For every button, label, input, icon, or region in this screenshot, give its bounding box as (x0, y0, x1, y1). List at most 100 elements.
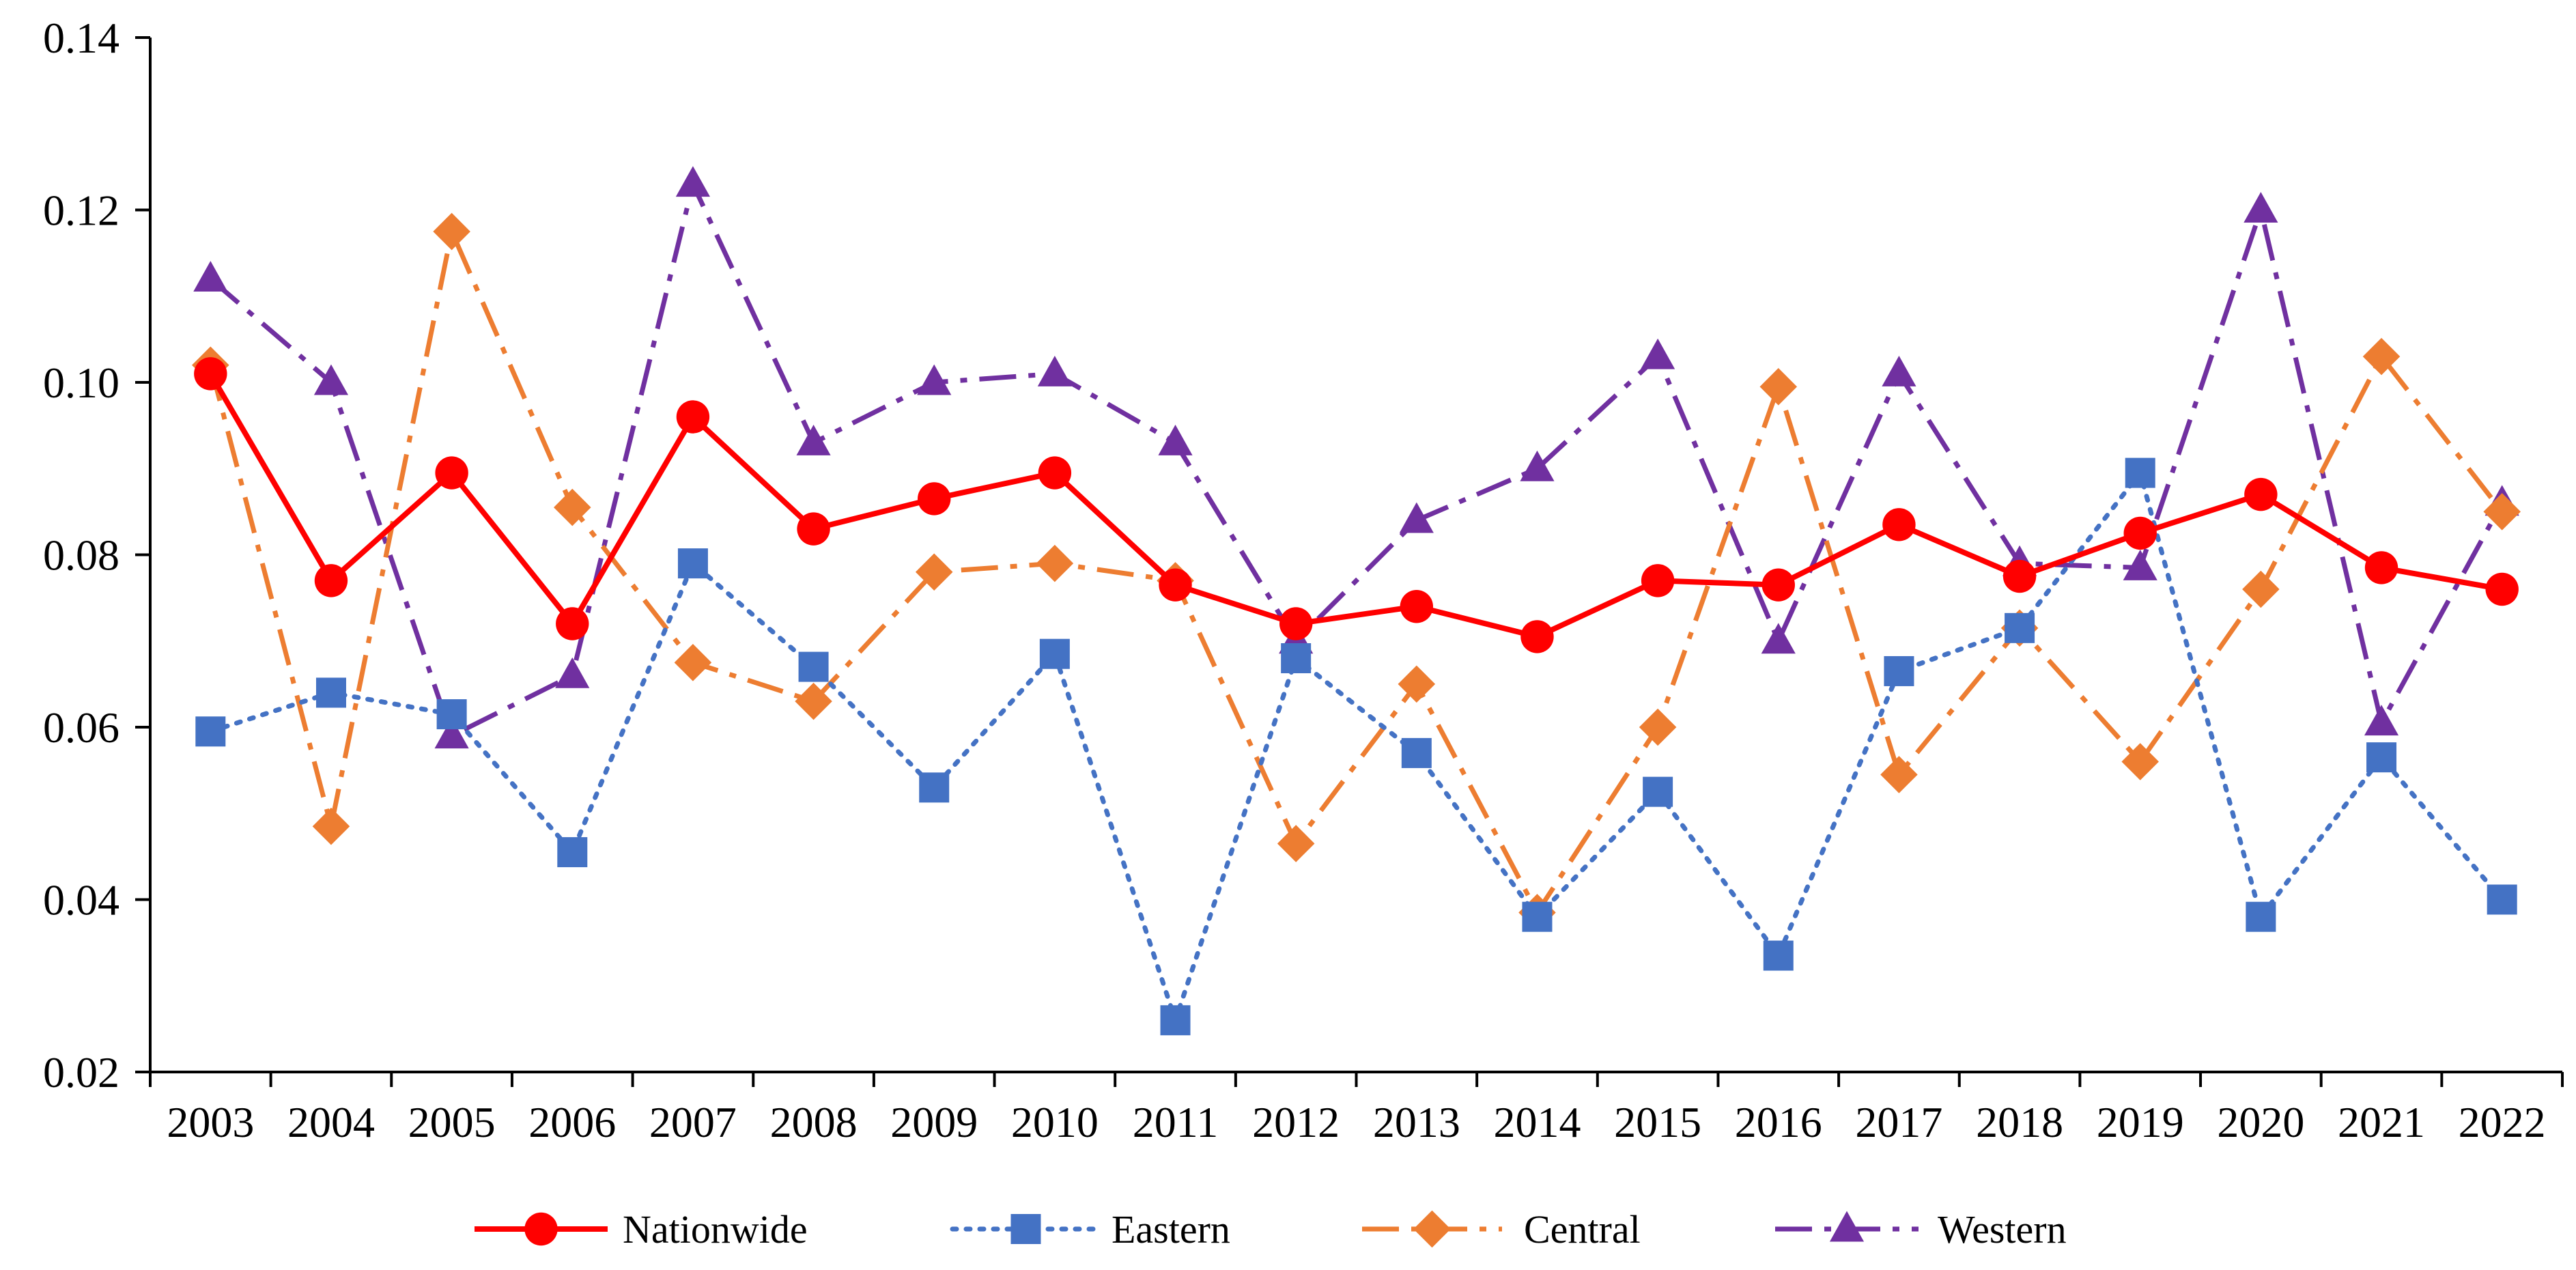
legend-label: Western (1938, 1207, 2067, 1252)
data-point-nationwide (1761, 568, 1795, 602)
data-point-eastern (315, 677, 346, 708)
legend-swatch-marker (1010, 1214, 1041, 1244)
x-tick-label: 2010 (1011, 1098, 1099, 1146)
data-point-nationwide (918, 482, 951, 516)
data-point-eastern (677, 548, 708, 579)
data-point-nationwide (797, 512, 830, 546)
data-point-central (1759, 368, 1798, 406)
data-point-eastern (557, 837, 588, 868)
data-point-eastern (436, 699, 467, 730)
x-tick-label: 2007 (649, 1098, 737, 1146)
data-point-western (1882, 355, 1916, 386)
x-tick-label: 2009 (890, 1098, 978, 1146)
x-tick-label: 2020 (2217, 1098, 2304, 1146)
x-tick-label: 2004 (287, 1098, 375, 1146)
y-tick-label: 0.04 (43, 876, 119, 925)
data-point-eastern (1643, 776, 1673, 807)
data-point-western (1641, 338, 1675, 369)
data-point-eastern (2246, 901, 2276, 932)
data-point-nationwide (1279, 607, 1313, 640)
x-tick-label: 2021 (2338, 1098, 2425, 1146)
data-point-eastern (195, 716, 226, 747)
legend-item-eastern: Eastern (950, 1207, 1230, 1252)
data-point-western (434, 718, 469, 749)
x-tick-label: 2006 (528, 1098, 616, 1146)
series-line-nationwide (208, 372, 2503, 640)
data-point-western (796, 424, 831, 455)
data-point-central (915, 553, 953, 591)
data-point-nationwide (1038, 456, 1072, 490)
data-point-central (2483, 493, 2521, 531)
data-point-western (193, 261, 228, 292)
data-point-eastern (1401, 737, 1432, 768)
data-point-nationwide (1520, 620, 1554, 653)
data-point-nationwide (314, 564, 348, 597)
axes: 0.02 0.04 0.06 0.08 0.10 0.12 0.14 2003 2004 2005… (43, 14, 2564, 1146)
data-point-western (917, 364, 952, 395)
data-point-central (1398, 665, 1436, 703)
series-line-western (209, 182, 2504, 739)
data-point-nationwide (194, 357, 227, 391)
y-tick-label: 0.12 (43, 186, 119, 235)
legend: Nationwide Eastern Central Western (475, 1207, 2067, 1252)
legend-item-nationwide: Nationwide (475, 1207, 808, 1252)
x-tick-label: 2022 (2459, 1098, 2546, 1146)
data-point-western (1761, 623, 1796, 654)
x-tick-label: 2012 (1252, 1098, 1340, 1146)
data-point-nationwide (2123, 516, 2157, 550)
data-point-nationwide (2244, 477, 2278, 511)
data-point-nationwide (556, 607, 589, 640)
data-point-eastern (2125, 457, 2155, 488)
legend-item-central: Central (1362, 1207, 1641, 1252)
data-point-eastern (1039, 638, 1070, 669)
data-point-eastern (798, 651, 829, 682)
series-line-central (208, 229, 2504, 915)
data-point-eastern (1763, 940, 1794, 971)
x-tick-label: 2018 (1976, 1098, 2063, 1146)
data-point-central (2121, 743, 2160, 780)
x-tick-label: 2013 (1373, 1098, 1460, 1146)
series-nationwide (194, 357, 2519, 653)
data-point-nationwide (2002, 559, 2037, 593)
data-point-central (795, 682, 832, 720)
y-tick-label: 0.14 (43, 14, 119, 62)
y-tick-label: 0.08 (43, 531, 119, 580)
x-tick-label: 2003 (167, 1098, 254, 1146)
series-eastern (195, 457, 2517, 1036)
data-point-eastern (1160, 1005, 1191, 1036)
data-point-eastern (2005, 612, 2035, 643)
data-point-nationwide (2364, 551, 2398, 584)
data-point-eastern (1884, 655, 1914, 686)
data-point-central (2362, 337, 2401, 376)
data-point-nationwide (2485, 572, 2519, 606)
series-group (192, 166, 2521, 1036)
legend-swatch-marker (1413, 1210, 1451, 1248)
data-point-western (675, 166, 711, 197)
data-point-central (1277, 825, 1315, 862)
data-point-nationwide (1400, 590, 1434, 623)
data-point-western (1520, 450, 1555, 481)
data-point-western (1158, 424, 1193, 455)
x-tick-label: 2017 (1855, 1098, 1942, 1146)
x-tick-label: 2014 (1493, 1098, 1581, 1146)
series-line-eastern (208, 470, 2505, 1023)
data-point-nationwide (435, 456, 468, 490)
data-point-western (555, 657, 590, 688)
x-tick-label: 2011 (1133, 1098, 1219, 1146)
data-point-eastern (1522, 901, 1553, 932)
data-point-nationwide (1882, 508, 1916, 541)
y-tick-label: 0.10 (43, 358, 119, 407)
data-point-nationwide (1159, 568, 1192, 602)
data-point-central (553, 488, 591, 526)
series-central (192, 212, 2521, 931)
legend-label: Eastern (1112, 1207, 1230, 1252)
data-point-central (674, 644, 712, 681)
data-point-eastern (919, 772, 950, 803)
data-point-central (1880, 756, 1918, 793)
x-tick-label: 2015 (1614, 1098, 1701, 1146)
data-point-western (1399, 502, 1434, 533)
data-point-western (313, 364, 349, 395)
data-point-western (2364, 705, 2399, 736)
